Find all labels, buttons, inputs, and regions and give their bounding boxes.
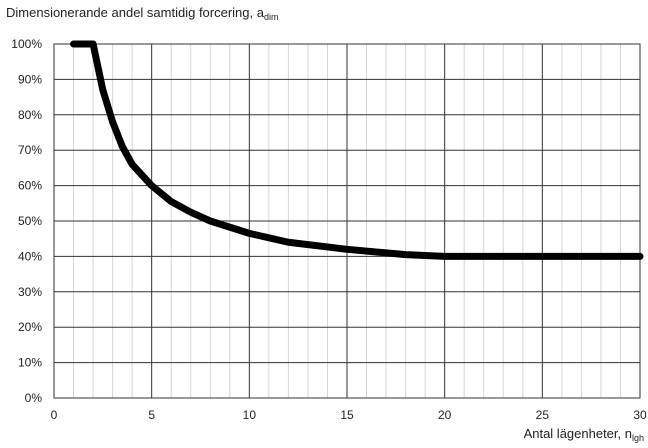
y-tick-label: 80%	[18, 108, 42, 122]
y-tick-label: 90%	[18, 72, 42, 86]
plot-frame	[53, 43, 641, 399]
y-axis-title: Dimensionerande andel samtidig forcering…	[6, 5, 279, 22]
y-tick-label: 40%	[18, 249, 42, 263]
x-tick-label: 20	[438, 408, 452, 422]
x-tick-label: 25	[536, 408, 550, 422]
x-axis-title-subscript: lgh	[631, 433, 644, 443]
y-axis-title-subscript: dim	[263, 12, 279, 22]
x-tick-label: 5	[148, 408, 155, 422]
series-line	[70, 40, 644, 260]
x-tick-label: 30	[633, 408, 647, 422]
y-tick-label: 30%	[18, 285, 42, 299]
y-tick-label: 60%	[18, 179, 42, 193]
y-tick-label: 70%	[18, 143, 42, 157]
x-tick-label: 0	[51, 408, 58, 422]
x-tick-label: 15	[340, 408, 354, 422]
y-tick-label: 100%	[11, 37, 42, 51]
x-tick-label: 10	[243, 408, 257, 422]
y-tick-label: 20%	[18, 320, 42, 334]
x-axis-title: Antal lägenheter, nlgh	[523, 426, 644, 443]
y-tick-label: 50%	[18, 214, 42, 228]
y-tick-label: 10%	[18, 356, 42, 370]
y-tick-label: 0%	[25, 391, 43, 405]
